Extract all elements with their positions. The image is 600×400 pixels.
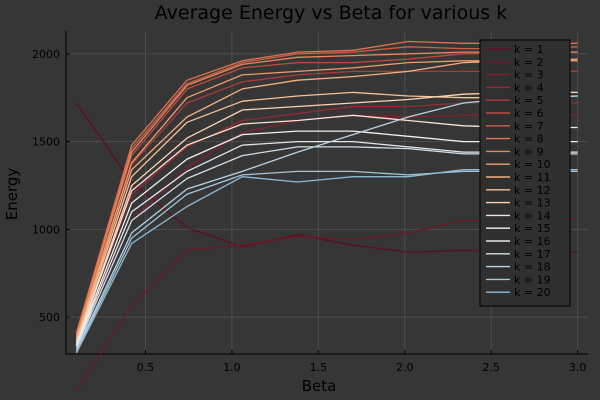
x-tick-label: 1.5 bbox=[310, 361, 328, 374]
y-tick-label: 500 bbox=[39, 311, 60, 324]
legend-label-k-8: k = 8 bbox=[514, 133, 544, 146]
legend-label-k-16: k = 16 bbox=[514, 235, 551, 248]
x-tick-label: 3.0 bbox=[569, 361, 587, 374]
legend-label-k-11: k = 11 bbox=[514, 171, 551, 184]
legend-label-k-9: k = 9 bbox=[514, 145, 544, 158]
legend: k = 1k = 2k = 3k = 4k = 5k = 6k = 7k = 8… bbox=[479, 39, 571, 307]
legend-label-k-7: k = 7 bbox=[514, 120, 544, 133]
legend-label-k-19: k = 19 bbox=[514, 273, 551, 286]
legend-label-k-4: k = 4 bbox=[514, 81, 544, 94]
x-tick-label: 2.0 bbox=[396, 361, 414, 374]
chart-title: Average Energy vs Beta for various k bbox=[155, 2, 507, 24]
x-tick-label: 1.0 bbox=[223, 361, 241, 374]
y-tick-label: 2000 bbox=[32, 48, 60, 61]
legend-label-k-12: k = 12 bbox=[514, 184, 551, 197]
legend-label-k-3: k = 3 bbox=[514, 69, 544, 82]
y-tick-label: 1000 bbox=[32, 223, 60, 236]
legend-label-k-15: k = 15 bbox=[514, 222, 551, 235]
y-tick-label: 1500 bbox=[32, 136, 60, 149]
x-tick-label: 2.5 bbox=[482, 361, 500, 374]
legend-label-k-14: k = 14 bbox=[514, 209, 551, 222]
legend-box bbox=[479, 39, 571, 307]
legend-label-k-20: k = 20 bbox=[514, 286, 551, 299]
x-axis-label: Beta bbox=[302, 377, 337, 395]
legend-label-k-18: k = 18 bbox=[514, 261, 551, 274]
legend-label-k-2: k = 2 bbox=[514, 56, 544, 69]
legend-label-k-13: k = 13 bbox=[514, 197, 551, 210]
legend-label-k-10: k = 10 bbox=[514, 158, 551, 171]
axes-layer: 0.5 1.0 1.5 2.0 2.5 3.0 500 1000 1500 2000 bbox=[32, 31, 588, 374]
legend-label-k-6: k = 6 bbox=[514, 107, 544, 120]
legend-label-k-1: k = 1 bbox=[514, 43, 544, 56]
y-axis-label: Energy bbox=[3, 168, 21, 221]
legend-label-k-17: k = 17 bbox=[514, 248, 551, 261]
x-tick-label: 0.5 bbox=[137, 361, 155, 374]
legend-label-k-5: k = 5 bbox=[514, 94, 544, 107]
